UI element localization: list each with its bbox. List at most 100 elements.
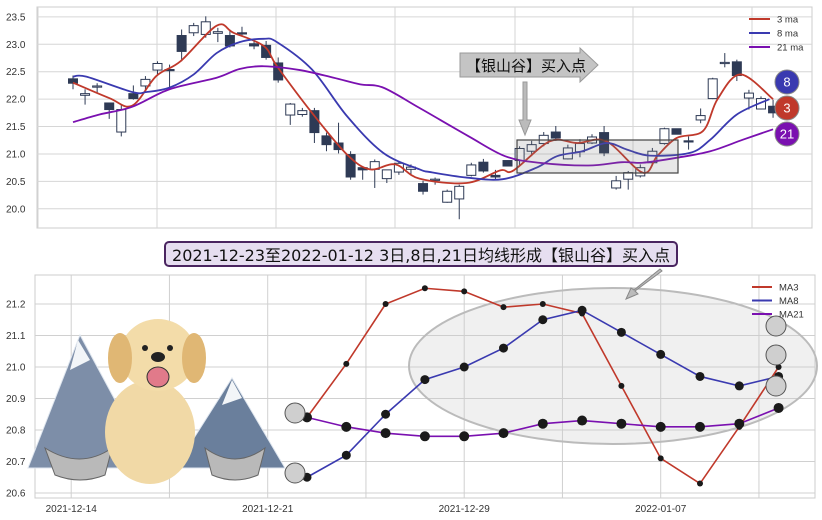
candle-body [104, 102, 115, 111]
top-y-tick-label: 23.0 [6, 40, 26, 51]
candle [550, 126, 561, 141]
ma-badge-label: 8 [783, 75, 790, 90]
annotation-arrow-down [518, 81, 532, 137]
candle-body [418, 183, 429, 192]
data-point-MA8 [499, 343, 508, 353]
pointer-arrow [625, 268, 663, 300]
candle [104, 102, 115, 119]
candle-body [116, 109, 127, 133]
dog-eye [142, 345, 148, 351]
silver-ingot-right [204, 446, 266, 481]
ma-line-3ma [72, 23, 774, 185]
candle [152, 61, 163, 76]
candle-body [128, 93, 139, 100]
data-point-MA3 [618, 382, 625, 389]
candle-body [212, 31, 223, 34]
candle-body [707, 78, 718, 100]
candle-body [671, 128, 682, 135]
bottom-y-tick-label: 20.9 [6, 394, 26, 405]
candle-body [550, 131, 561, 139]
dog-ear-right [182, 333, 206, 383]
candle [743, 89, 754, 110]
candle [236, 26, 247, 37]
candle-body [695, 115, 706, 121]
data-point-MA8 [656, 349, 666, 359]
candle-body [188, 25, 199, 34]
candle [695, 108, 706, 124]
candle-body [309, 110, 320, 134]
top-y-tick-label: 20.5 [6, 177, 26, 188]
bottom-y-tick-label: 21.1 [6, 331, 26, 342]
ma-badge-circle [774, 69, 800, 95]
candle [297, 107, 308, 117]
data-point-MA21 [537, 418, 548, 429]
bottom-x-tick-label: 2021-12-21 [242, 504, 294, 515]
data-point-MA8 [734, 381, 744, 391]
candle [381, 169, 392, 184]
bottom-x-tick-label: 2022-01-07 [635, 504, 687, 515]
candle-body [68, 78, 78, 84]
silver-cup-icon [284, 402, 306, 424]
bottom-x-tick-label: 2021-12-14 [46, 504, 98, 515]
silver-cup-icon [765, 375, 787, 397]
candle [478, 158, 489, 173]
candle-body [345, 154, 356, 178]
candle [719, 53, 730, 68]
silver-cup-icon [765, 315, 787, 337]
chart-banner-title: 2021-12-23至2022-01-12 3日,8日,21日均线形成【银山谷】… [164, 241, 678, 267]
dog-eye [167, 345, 173, 351]
bottom-y-tick-label: 21.0 [6, 363, 26, 374]
candle-body [683, 140, 694, 143]
top-y-tick-label: 23.5 [6, 12, 26, 23]
data-point-MA8 [616, 327, 626, 337]
ma-badge-circle [774, 95, 800, 121]
silver-cup-icon [765, 344, 787, 366]
dog-ear-left [108, 333, 132, 383]
data-point-MA21 [459, 431, 470, 442]
data-point-MA21 [655, 421, 666, 432]
candle [671, 128, 682, 135]
candle-body [236, 32, 247, 35]
candle [273, 57, 284, 83]
data-point-MA21 [616, 418, 627, 429]
candle [92, 83, 103, 94]
data-point-MA8 [341, 450, 351, 460]
candle-body [152, 62, 163, 71]
top-y-tick-label: 22.5 [6, 67, 26, 78]
top-legend-label: 21 ma [777, 43, 804, 54]
bottom-x-tick-label: 2021-12-29 [439, 504, 491, 515]
bottom-y-tick-label: 21.2 [6, 300, 26, 311]
dog-mountain-illustration [27, 319, 286, 484]
data-point-MA3 [343, 360, 350, 367]
candle-body [490, 174, 501, 178]
data-point-MA8 [577, 305, 587, 315]
silver-cup-icon [284, 462, 306, 484]
candle [659, 127, 670, 145]
annotation-label: 【银山谷】买入点 [466, 57, 586, 75]
ma-line-21ma [72, 65, 774, 167]
top-y-tick-label: 21.5 [6, 122, 26, 133]
candle [345, 151, 356, 180]
data-point-MA3 [697, 480, 703, 487]
candle [683, 136, 694, 150]
dog-body [105, 380, 195, 484]
ma-badge-label: 21 [780, 127, 794, 142]
data-point-MA8 [459, 362, 469, 372]
candle-body [454, 185, 465, 200]
highlight-ellipse [408, 287, 818, 445]
data-point-MA21 [695, 421, 705, 432]
candle-body [297, 110, 308, 115]
top-legend-label: 8 ma [777, 29, 799, 40]
mountain-snow [70, 340, 242, 405]
candle-body [731, 61, 742, 77]
data-point-MA3 [382, 301, 389, 307]
data-point-MA3 [657, 455, 664, 462]
candle-body [381, 169, 392, 180]
candle-body [478, 161, 489, 172]
data-point-MA3 [775, 364, 782, 370]
candle-body [249, 43, 260, 47]
silver-ingot-left [44, 446, 113, 481]
bottom-y-tick-label: 20.7 [6, 457, 26, 468]
candle [285, 102, 296, 125]
